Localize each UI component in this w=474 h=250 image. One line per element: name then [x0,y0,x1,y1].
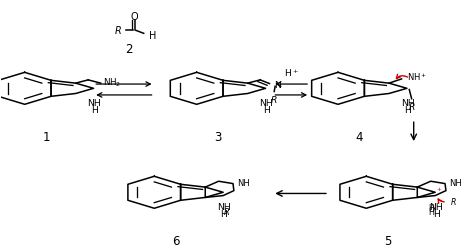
Text: H$^+$: H$^+$ [283,66,299,78]
Text: 5: 5 [384,234,392,247]
Text: 1: 1 [42,130,50,143]
Text: $\mathregular{NH}^+$: $\mathregular{NH}^+$ [407,71,427,83]
Text: H: H [433,209,439,218]
Text: H: H [263,106,270,115]
Text: H: H [404,106,411,115]
Text: NH: NH [88,98,101,107]
Text: H: H [428,207,434,216]
Text: R: R [115,26,121,36]
Text: NH: NH [260,98,273,107]
Text: R: R [451,197,456,206]
Text: N: N [274,81,281,90]
Text: R: R [271,96,277,105]
Text: H: H [220,209,228,218]
Text: H: H [149,30,156,40]
Text: 2: 2 [125,43,132,56]
Text: O: O [131,12,138,22]
Text: NH$_2$: NH$_2$ [102,76,121,89]
Text: H: H [91,106,98,115]
Text: NH: NH [217,202,231,211]
Text: NH: NH [429,202,443,211]
Text: NH: NH [237,178,249,187]
Text: R: R [224,207,230,216]
Text: H: H [428,203,434,212]
Text: 3: 3 [214,130,222,143]
Text: NH: NH [401,98,415,107]
Text: R: R [409,103,415,112]
Text: 4: 4 [356,130,363,143]
Text: NH: NH [449,178,462,187]
Text: 6: 6 [172,234,180,247]
Text: $^+$: $^+$ [435,186,443,195]
